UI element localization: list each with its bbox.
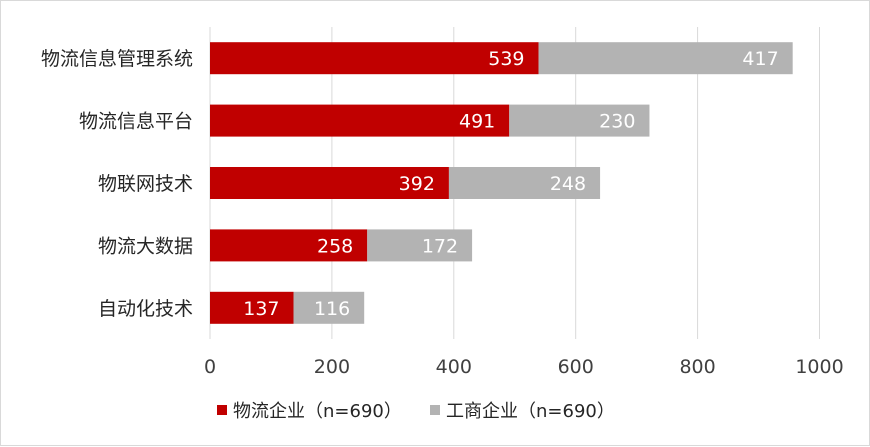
data-label: 417: [742, 48, 778, 70]
category-label: 自动化技术: [98, 298, 193, 320]
bar-segment: [210, 229, 368, 262]
data-label: 248: [550, 173, 586, 195]
category-label: 物流信息平台: [79, 111, 193, 133]
data-label: 392: [399, 173, 435, 195]
x-tick-label: 400: [436, 356, 472, 378]
data-label: 491: [459, 111, 495, 133]
category-label: 物联网技术: [98, 173, 193, 195]
bar-segment: [210, 104, 510, 137]
x-tick-label: 1000: [795, 356, 843, 378]
category-label: 物流大数据: [98, 235, 193, 257]
legend-label: 工商企业（n=690）: [446, 401, 615, 422]
bar-segment: [210, 167, 449, 199]
data-label: 172: [422, 235, 458, 257]
x-tick-labels: 0 200 400 600 800 1000: [204, 356, 844, 378]
data-label: 258: [317, 235, 353, 257]
x-tick-label: 600: [558, 356, 594, 378]
bars: 539 417 491 230 392 248 258 172 137 116: [210, 42, 793, 324]
data-label: 137: [243, 298, 279, 320]
bar-segment: [509, 104, 650, 137]
bar-segment: [210, 291, 294, 324]
category-label: 物流信息管理系统: [41, 48, 193, 70]
x-tick-label: 200: [314, 356, 350, 378]
x-tick-label: 0: [204, 356, 216, 378]
legend-swatch: [217, 405, 227, 415]
bar-segment: [448, 167, 601, 199]
x-tick-label: 800: [679, 356, 715, 378]
bar-segment: [210, 42, 539, 75]
legend-label: 物流企业（n=690）: [233, 401, 402, 422]
bar-segment: [293, 291, 365, 324]
data-label: 116: [314, 298, 350, 320]
bar-segment: [538, 42, 793, 75]
data-label: 539: [488, 48, 524, 70]
legend-swatch: [430, 405, 440, 415]
data-label: 230: [599, 111, 635, 133]
bar-segment: [367, 229, 473, 262]
legend: 物流企业（n=690） 工商企业（n=690）: [217, 401, 615, 422]
